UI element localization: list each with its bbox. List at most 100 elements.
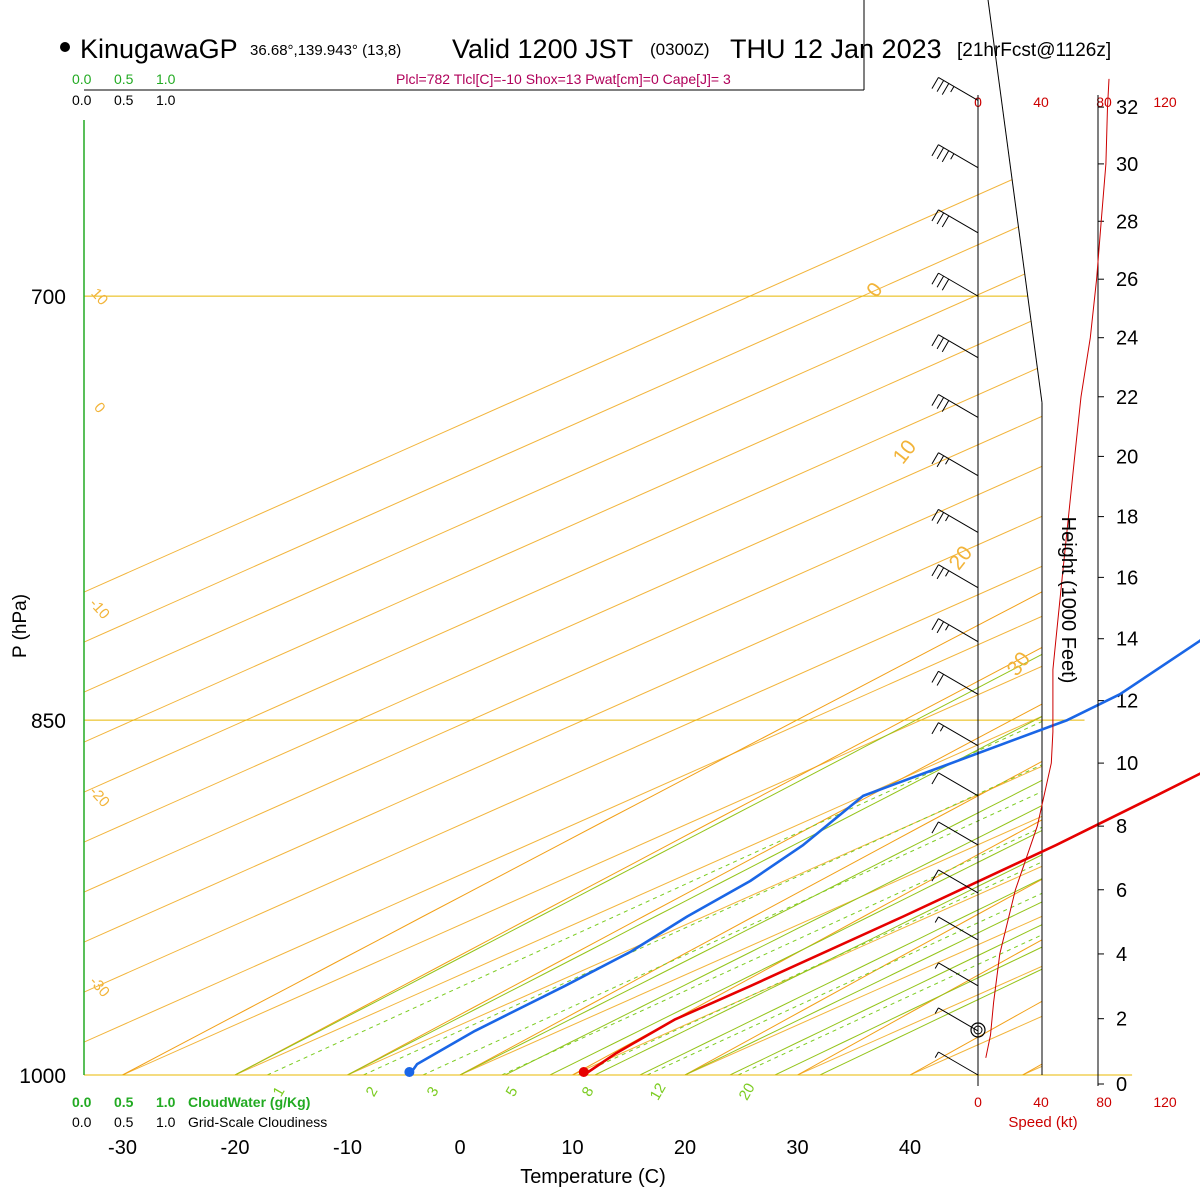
wind-barb-staff — [938, 962, 979, 987]
dry-adiabat-line — [234, 0, 1042, 1075]
wind-barb-half-flag — [934, 1051, 939, 1058]
mixing-ratio-label: 5 — [503, 1084, 522, 1100]
isotherm-line — [84, 0, 1042, 1075]
wind-barb-staff — [938, 772, 979, 797]
pressure-tick-label: 1000 — [19, 1065, 66, 1088]
height-tick-label: 20 — [1116, 446, 1138, 468]
mixing-ratio-line — [501, 0, 1042, 1075]
wind-barb-flag — [936, 512, 945, 524]
wind-barb-flag — [931, 722, 939, 735]
utc-time: (0300Z) — [650, 40, 710, 59]
isotherm-line — [84, 0, 1042, 1075]
height-tick-label: 8 — [1116, 816, 1127, 838]
dry-adiabat-line — [347, 0, 1042, 1075]
wind-barb-half-flag — [945, 624, 950, 631]
wind-barb-half-flag — [945, 570, 950, 577]
wind-barb-flag — [941, 400, 950, 412]
height-tick-label: 18 — [1116, 507, 1138, 529]
temperature-tick-label: 0 — [454, 1137, 465, 1159]
theta-label: 30 — [1003, 648, 1036, 681]
cloudwater-tick-0: 0.0 — [72, 71, 92, 87]
height-tick-label: 32 — [1116, 97, 1138, 119]
wind-barb-flag — [931, 272, 939, 285]
wind-barb-flag — [931, 144, 939, 157]
wind-barb-half-flag — [934, 916, 939, 923]
y-axis-title: P (hPa) — [10, 594, 31, 658]
height-tick-label: 14 — [1116, 629, 1138, 651]
temperature-tick-label: -10 — [333, 1137, 362, 1159]
theta-label: 0 — [862, 278, 887, 301]
isotherm-label: -20 — [86, 783, 113, 810]
wind-barb-staff — [938, 869, 979, 894]
temperature-tick-label: 40 — [899, 1137, 921, 1159]
wind-barb-staff — [938, 509, 979, 533]
height-tick-label: 0 — [1116, 1074, 1127, 1096]
isotherm-line — [84, 0, 1042, 1075]
wind-barb-flag — [936, 674, 945, 686]
dry-adiabat-line — [1022, 0, 1042, 1075]
height-tick-label: 26 — [1116, 269, 1138, 291]
cloudwater-tick-1: 0.5 — [114, 71, 134, 87]
mixing-ratio-line — [422, 0, 1042, 1075]
wind-barb-staff — [938, 916, 979, 941]
speed-tick-top: 40 — [1033, 94, 1049, 110]
isotherm-line — [84, 0, 1042, 1075]
mixing-ratio-label: 3 — [424, 1084, 443, 1100]
temperature-tick-label: 30 — [786, 1137, 808, 1159]
cloudwater-bottom-tick-0: 0.0 — [72, 1094, 92, 1110]
surface-wind-circle-inner — [973, 1025, 983, 1035]
station-dot — [60, 42, 70, 52]
speed-tick-bottom: 80 — [1096, 1094, 1112, 1110]
moist-adiabat-line — [234, 0, 1042, 1075]
height-tick-label: 2 — [1116, 1009, 1127, 1031]
cloudwater-bottom-tick-1: 0.5 — [114, 1094, 134, 1110]
cloudwater-bottom-tick-2: 1.0 — [156, 1094, 176, 1110]
wind-barb-staff — [938, 1051, 979, 1076]
height-tick-label: 28 — [1116, 211, 1138, 233]
background-lines — [84, 0, 1200, 1075]
isotherm-line — [234, 0, 1042, 1075]
cloudwater-top-scale: 0.0 0.5 1.0 0.0 0.5 1.0 — [72, 71, 176, 108]
wind-barb-half-flag — [934, 1007, 939, 1014]
axis-ticks: 2503004005007008501000-30-20-10010203040… — [19, 94, 1177, 1159]
height-tick-label: 30 — [1116, 154, 1138, 176]
cloudwater-label: CloudWater (g/Kg) — [188, 1094, 310, 1110]
wind-barb-half-flag — [950, 86, 955, 93]
wind-barb-flag — [931, 821, 939, 834]
wind-barb-staff — [938, 209, 979, 234]
wind-barb-flag — [931, 869, 939, 882]
temperature-line — [583, 772, 1200, 1077]
isotherm-line — [84, 0, 1042, 1075]
mixing-ratio-label: 12 — [647, 1080, 670, 1103]
isotherm-line — [84, 0, 1042, 1075]
wind-barb-staff — [938, 722, 979, 747]
isotherm-line — [909, 0, 1042, 1075]
theta-label: 20 — [945, 542, 978, 575]
cloudiness-bottom-tick-2: 1.0 — [156, 1114, 176, 1130]
wind-barb-staff — [938, 1007, 979, 1032]
wind-barb-flag — [931, 209, 939, 222]
cloudiness-bottom-tick-1: 0.5 — [114, 1114, 134, 1130]
cloudiness-tick-0: 0.0 — [72, 92, 92, 108]
isotherm-line — [84, 0, 1042, 1075]
mixing-ratio-label: 2 — [363, 1084, 382, 1100]
temperature-tick-label: 10 — [561, 1137, 583, 1159]
pressure-tick-label: 850 — [31, 710, 66, 733]
wind-barb-staff — [938, 77, 979, 101]
dry-adiabat-line — [1135, 0, 1200, 1075]
station-name: KinugawaGP — [80, 34, 238, 64]
speed-axis-title: Speed (kt) — [1008, 1114, 1077, 1131]
mixing-ratio-line — [267, 0, 1042, 1075]
cloudiness-label: Grid-Scale Cloudiness — [188, 1114, 327, 1130]
mixing-ratio-label: 8 — [579, 1084, 598, 1100]
wind-barb-flag — [936, 397, 945, 409]
wind-barb-flag — [931, 452, 939, 465]
wind-barb-half-flag — [939, 725, 945, 732]
cloudiness-bottom-tick-0: 0.0 — [72, 1114, 92, 1130]
mixing-ratio-label: 20 — [736, 1080, 759, 1103]
frame-diagonal — [987, 0, 1043, 403]
wind-barb-flag — [941, 340, 950, 353]
wind-barb-flag — [936, 455, 945, 468]
height-tick-label: 16 — [1116, 567, 1138, 589]
